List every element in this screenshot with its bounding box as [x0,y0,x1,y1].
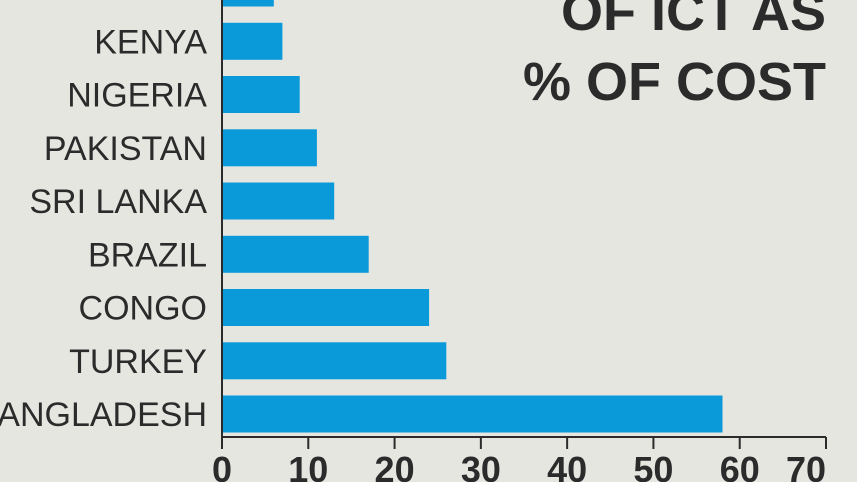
x-tick-label: 20 [375,449,415,482]
bar [222,342,447,380]
category-label: TURKEY [69,343,207,381]
x-tick-label: 30 [461,449,501,482]
bar [222,182,335,220]
x-axis: 0 10 20 30 40 50 60 70 [212,0,827,482]
category-label: SRI LANKA [29,183,207,221]
chart-title: OF ICT AS % OF COST [523,0,826,112]
x-tick-label: 10 [288,449,328,482]
category-label: BRAZIL [88,236,207,274]
category-labels: KENYA NIGERIA PAKISTAN SRI LANKA BRAZIL CONGO… [0,23,207,434]
x-tick-label: 60 [720,449,760,482]
bar-series [222,0,723,433]
bar [222,129,317,167]
bar [222,76,300,113]
x-tick-label: 0 [212,449,232,482]
bar [222,235,369,273]
chart-title-line-2: % OF COST [523,52,826,112]
category-label: KENYA [94,23,207,61]
bar [222,395,723,433]
category-label: CONGO [79,290,207,328]
chart-title-line-1: OF ICT AS [561,0,826,42]
category-label: BANGLADESH [0,396,207,434]
x-tick-label: 50 [633,449,673,482]
bar [222,289,430,326]
bar [222,0,274,7]
bar [222,22,283,60]
x-tick-label: 70 [786,449,826,482]
category-label: NIGERIA [67,77,207,115]
category-label: PAKISTAN [44,130,207,168]
x-tick-label: 40 [547,449,587,482]
